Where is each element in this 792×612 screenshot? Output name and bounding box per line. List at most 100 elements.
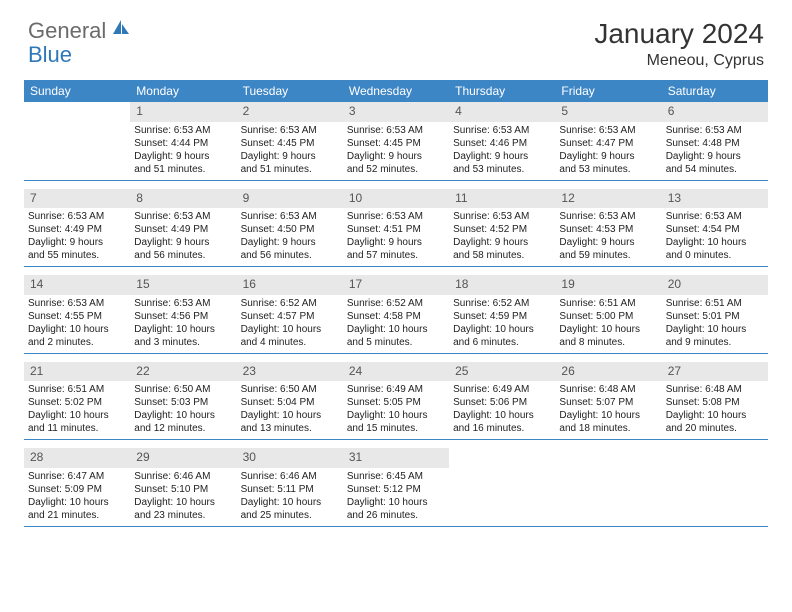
- cell-line: and 3 minutes.: [134, 336, 232, 349]
- calendar-cell: [662, 448, 768, 526]
- cell-line: and 54 minutes.: [666, 163, 764, 176]
- cell-line: Sunset: 4:47 PM: [559, 137, 657, 150]
- day-header-cell: Monday: [130, 80, 236, 102]
- cell-line: Daylight: 9 hours: [347, 150, 445, 163]
- calendar-cell: [449, 448, 555, 526]
- cell-line: Sunset: 4:53 PM: [559, 223, 657, 236]
- day-number: 18: [449, 275, 555, 295]
- calendar-cell: 8Sunrise: 6:53 AMSunset: 4:49 PMDaylight…: [130, 189, 236, 267]
- cell-line: Daylight: 10 hours: [347, 323, 445, 336]
- cell-body: Sunrise: 6:53 AMSunset: 4:53 PMDaylight:…: [555, 208, 661, 266]
- cell-line: Daylight: 10 hours: [453, 409, 551, 422]
- cell-line: and 15 minutes.: [347, 422, 445, 435]
- cell-line: Sunset: 4:56 PM: [134, 310, 232, 323]
- week-row: 7Sunrise: 6:53 AMSunset: 4:49 PMDaylight…: [24, 189, 768, 268]
- logo: General: [28, 18, 133, 44]
- calendar-cell: 22Sunrise: 6:50 AMSunset: 5:03 PMDayligh…: [130, 362, 236, 440]
- cell-body: Sunrise: 6:53 AMSunset: 4:54 PMDaylight:…: [662, 208, 768, 266]
- calendar-cell: 5Sunrise: 6:53 AMSunset: 4:47 PMDaylight…: [555, 102, 661, 180]
- cell-line: Sunrise: 6:48 AM: [666, 383, 764, 396]
- cell-line: Sunrise: 6:51 AM: [559, 297, 657, 310]
- cell-line: Sunrise: 6:53 AM: [134, 124, 232, 137]
- day-header-cell: Thursday: [449, 80, 555, 102]
- cell-line: Daylight: 10 hours: [666, 236, 764, 249]
- cell-body: Sunrise: 6:53 AMSunset: 4:45 PMDaylight:…: [343, 122, 449, 180]
- cell-line: Sunset: 4:45 PM: [347, 137, 445, 150]
- cell-line: Sunrise: 6:50 AM: [134, 383, 232, 396]
- cell-line: and 8 minutes.: [559, 336, 657, 349]
- cell-line: and 26 minutes.: [347, 509, 445, 522]
- header: General January 2024 Meneou, Cyprus: [0, 0, 792, 80]
- logo-text-general: General: [28, 18, 106, 44]
- cell-line: Sunset: 4:55 PM: [28, 310, 126, 323]
- day-header-cell: Saturday: [662, 80, 768, 102]
- cell-line: and 51 minutes.: [134, 163, 232, 176]
- cell-line: Sunset: 4:54 PM: [666, 223, 764, 236]
- cell-body: Sunrise: 6:48 AMSunset: 5:07 PMDaylight:…: [555, 381, 661, 439]
- cell-line: and 58 minutes.: [453, 249, 551, 262]
- cell-line: and 55 minutes.: [28, 249, 126, 262]
- title-block: January 2024 Meneou, Cyprus: [594, 18, 764, 70]
- day-number: 22: [130, 362, 236, 382]
- cell-line: Sunset: 5:04 PM: [241, 396, 339, 409]
- cell-line: and 18 minutes.: [559, 422, 657, 435]
- calendar-cell: 14Sunrise: 6:53 AMSunset: 4:55 PMDayligh…: [24, 275, 130, 353]
- calendar-cell: 1Sunrise: 6:53 AMSunset: 4:44 PMDaylight…: [130, 102, 236, 180]
- cell-line: Daylight: 9 hours: [134, 236, 232, 249]
- cell-line: Daylight: 10 hours: [347, 409, 445, 422]
- cell-line: Daylight: 10 hours: [666, 323, 764, 336]
- cell-line: Sunrise: 6:51 AM: [666, 297, 764, 310]
- cell-line: Sunrise: 6:46 AM: [134, 470, 232, 483]
- cell-line: Sunrise: 6:53 AM: [134, 210, 232, 223]
- cell-line: and 59 minutes.: [559, 249, 657, 262]
- cell-line: Sunset: 4:58 PM: [347, 310, 445, 323]
- calendar: SundayMondayTuesdayWednesdayThursdayFrid…: [24, 80, 768, 527]
- cell-line: Daylight: 9 hours: [347, 236, 445, 249]
- calendar-cell: 19Sunrise: 6:51 AMSunset: 5:00 PMDayligh…: [555, 275, 661, 353]
- cell-line: Daylight: 10 hours: [134, 496, 232, 509]
- cell-line: and 53 minutes.: [559, 163, 657, 176]
- cell-body: Sunrise: 6:52 AMSunset: 4:58 PMDaylight:…: [343, 295, 449, 353]
- cell-line: and 56 minutes.: [134, 249, 232, 262]
- cell-line: Sunset: 5:10 PM: [134, 483, 232, 496]
- cell-line: Sunset: 4:44 PM: [134, 137, 232, 150]
- cell-line: Daylight: 10 hours: [241, 496, 339, 509]
- day-number: 12: [555, 189, 661, 209]
- day-header-cell: Friday: [555, 80, 661, 102]
- cell-line: Sunrise: 6:53 AM: [347, 124, 445, 137]
- day-header-cell: Tuesday: [237, 80, 343, 102]
- cell-body: Sunrise: 6:53 AMSunset: 4:52 PMDaylight:…: [449, 208, 555, 266]
- cell-body: Sunrise: 6:52 AMSunset: 4:59 PMDaylight:…: [449, 295, 555, 353]
- cell-body: Sunrise: 6:46 AMSunset: 5:11 PMDaylight:…: [237, 468, 343, 526]
- cell-line: Daylight: 10 hours: [134, 323, 232, 336]
- week-spacer: [24, 267, 768, 275]
- cell-line: Sunrise: 6:48 AM: [559, 383, 657, 396]
- calendar-cell: 18Sunrise: 6:52 AMSunset: 4:59 PMDayligh…: [449, 275, 555, 353]
- cell-line: Sunrise: 6:53 AM: [453, 124, 551, 137]
- day-number: 9: [237, 189, 343, 209]
- cell-line: Daylight: 10 hours: [559, 323, 657, 336]
- cell-line: Sunset: 5:07 PM: [559, 396, 657, 409]
- cell-line: Daylight: 9 hours: [453, 236, 551, 249]
- cell-line: Sunset: 4:49 PM: [134, 223, 232, 236]
- cell-line: and 21 minutes.: [28, 509, 126, 522]
- cell-line: Daylight: 10 hours: [347, 496, 445, 509]
- day-number: 16: [237, 275, 343, 295]
- calendar-cell: [555, 448, 661, 526]
- calendar-cell: 17Sunrise: 6:52 AMSunset: 4:58 PMDayligh…: [343, 275, 449, 353]
- calendar-cell: 23Sunrise: 6:50 AMSunset: 5:04 PMDayligh…: [237, 362, 343, 440]
- cell-line: Daylight: 9 hours: [241, 236, 339, 249]
- cell-line: Daylight: 9 hours: [559, 150, 657, 163]
- cell-line: Daylight: 10 hours: [134, 409, 232, 422]
- cell-line: Daylight: 10 hours: [666, 409, 764, 422]
- cell-body: Sunrise: 6:53 AMSunset: 4:51 PMDaylight:…: [343, 208, 449, 266]
- cell-line: Sunrise: 6:53 AM: [241, 210, 339, 223]
- cell-line: Sunset: 4:52 PM: [453, 223, 551, 236]
- logo-sail-icon: [111, 18, 131, 41]
- cell-line: and 13 minutes.: [241, 422, 339, 435]
- cell-line: and 20 minutes.: [666, 422, 764, 435]
- cell-line: Sunrise: 6:53 AM: [28, 297, 126, 310]
- cell-body: Sunrise: 6:53 AMSunset: 4:49 PMDaylight:…: [130, 208, 236, 266]
- day-number: 11: [449, 189, 555, 209]
- calendar-cell: 20Sunrise: 6:51 AMSunset: 5:01 PMDayligh…: [662, 275, 768, 353]
